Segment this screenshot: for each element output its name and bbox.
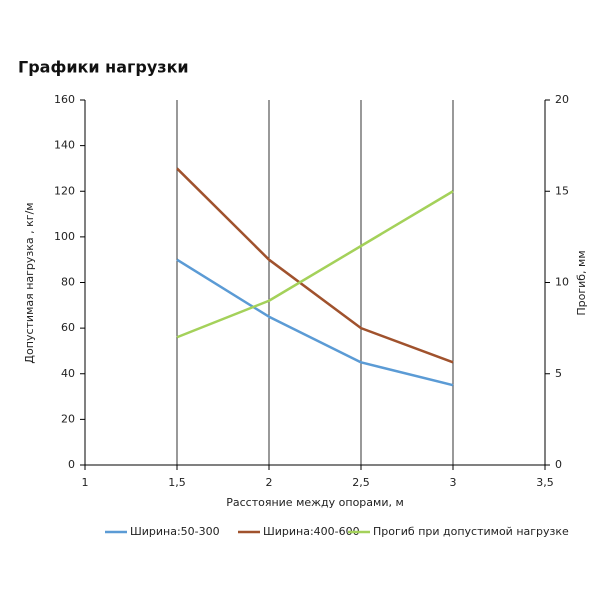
legend-label: Ширина:50-300 (130, 525, 220, 538)
y-tick-label: 40 (61, 367, 75, 380)
legend-label: Ширина:400-600 (263, 525, 360, 538)
chart-title: Графики нагрузки (18, 58, 189, 77)
y-tick-label: 0 (68, 458, 75, 471)
y-axis-label: Допустимая нагрузка , кг/м (23, 202, 36, 363)
series-line (176, 258, 454, 387)
y2-tick-label: 15 (555, 184, 569, 197)
legend-label: Прогиб при допустимой нагрузке (373, 525, 569, 538)
series-line (176, 190, 454, 339)
x-tick-label: 3,5 (536, 476, 554, 489)
y-tick-label: 80 (61, 276, 75, 289)
y2-tick-label: 5 (555, 367, 562, 380)
y-tick-label: 120 (54, 184, 75, 197)
x-tick-label: 2,5 (352, 476, 370, 489)
y2-tick-label: 10 (555, 276, 569, 289)
y2-axis-label: Прогиб, мм (575, 250, 588, 315)
x-tick-label: 2 (266, 476, 273, 489)
y-tick-label: 140 (54, 139, 75, 152)
y-tick-label: 160 (54, 93, 75, 106)
y2-tick-label: 0 (555, 458, 562, 471)
x-axis-label: Расстояние между опорами, м (226, 496, 404, 509)
y-tick-label: 100 (54, 230, 75, 243)
x-tick-label: 1 (82, 476, 89, 489)
y2-tick-label: 20 (555, 93, 569, 106)
x-tick-label: 1,5 (168, 476, 186, 489)
x-tick-label: 3 (450, 476, 457, 489)
y-tick-label: 60 (61, 321, 75, 334)
series-line (176, 167, 454, 364)
y-tick-label: 20 (61, 412, 75, 425)
